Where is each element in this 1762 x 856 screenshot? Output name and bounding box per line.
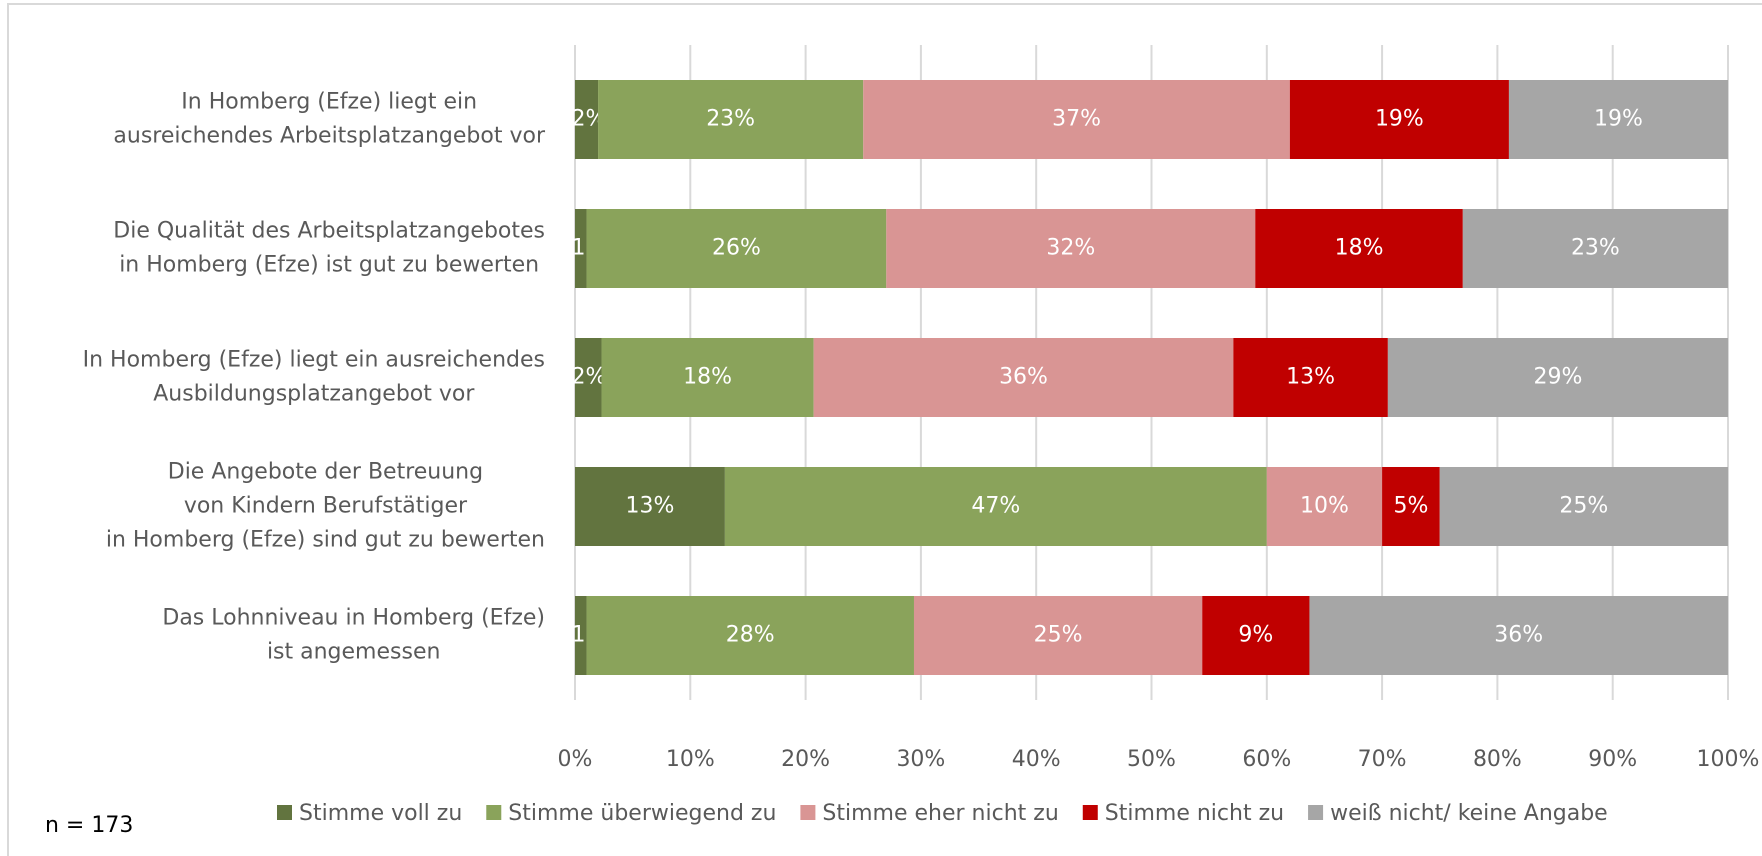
bar-segment: [575, 467, 725, 546]
bar-segment: [601, 338, 814, 417]
bar-segment: [1508, 80, 1728, 159]
bar-segment: [598, 80, 864, 159]
legend-label: weiß nicht/ keine Angabe: [1330, 801, 1608, 826]
data-label: 10%: [1300, 494, 1349, 519]
data-label: 18%: [1335, 236, 1384, 261]
data-label: 25%: [1559, 494, 1608, 519]
bar-segment: [886, 209, 1256, 288]
category-label-line: In Homberg (Efze) liegt ein: [181, 90, 477, 115]
bar-segment: [913, 596, 1203, 675]
data-label: 25%: [1034, 623, 1083, 648]
bar-segment: [1439, 467, 1728, 546]
category-label-line: In Homberg (Efze) liegt ein ausreichende…: [83, 348, 545, 373]
legend-label: Stimme überwiegend zu: [508, 801, 776, 826]
category-label-line: Ausbildungsplatzangebot vor: [153, 382, 475, 407]
bar-segment: [575, 596, 587, 675]
bar-segment: [1266, 467, 1383, 546]
legend-label: Stimme voll zu: [299, 801, 462, 826]
category-label-line: Das Lohnniveau in Homberg (Efze): [162, 606, 545, 631]
data-label: 23%: [706, 107, 755, 132]
x-tick-label: 20%: [781, 747, 830, 772]
category-label: Das Lohnniveau in Homberg (Efze) ist ange…: [162, 606, 545, 665]
legend-swatch: [800, 805, 816, 820]
x-tick-label: 100%: [1697, 747, 1760, 772]
data-label: 18%: [683, 365, 732, 390]
bar-segment: [1289, 80, 1509, 159]
bar-segment: [575, 338, 602, 417]
category-label: In Homberg (Efze) liegt ein ausreichende…: [83, 348, 545, 407]
data-label: 26%: [712, 236, 761, 261]
data-label: 9%: [1238, 623, 1273, 648]
data-label: 28%: [726, 623, 775, 648]
legend-swatch: [277, 805, 292, 820]
category-label-line: von Kindern Berufstätiger: [184, 494, 468, 519]
bar-segment: [863, 80, 1290, 159]
data-label: 47%: [971, 494, 1020, 519]
data-label: 36%: [1494, 623, 1543, 648]
sample-size: n = 173: [45, 813, 133, 838]
data-label: 5%: [1393, 494, 1428, 519]
data-label: 13%: [625, 494, 674, 519]
data-label: 29%: [1533, 365, 1582, 390]
bar-segment: [1382, 467, 1440, 546]
bar-segment: [1387, 338, 1728, 417]
category-label: In Homberg (Efze) liegt ein ausreichendes…: [113, 90, 546, 149]
x-tick-label: 50%: [1127, 747, 1176, 772]
legend-swatch: [1308, 805, 1324, 820]
x-tick-label: 70%: [1358, 747, 1407, 772]
data-label: 19%: [1594, 107, 1643, 132]
x-tick-label: 60%: [1242, 747, 1291, 772]
x-tick-label: 30%: [896, 747, 945, 772]
x-tick-label: 90%: [1588, 747, 1637, 772]
data-label: 23%: [1571, 236, 1620, 261]
category-label-line: ausreichendes Arbeitsplatzangebot vor: [113, 124, 546, 149]
data-label: 36%: [999, 365, 1048, 390]
x-tick-label: 10%: [666, 747, 715, 772]
bar-segment: [586, 596, 914, 675]
category-label: Die Qualität des Arbeitsplatzangebotes in…: [113, 219, 545, 278]
category-label-line: Die Qualität des Arbeitsplatzangebotes: [113, 219, 545, 244]
x-tick-label: 0%: [558, 747, 593, 772]
bar-segment: [575, 80, 599, 159]
data-label: 13%: [1286, 365, 1335, 390]
category-label-line: in Homberg (Efze) sind gut zu bewerten: [106, 528, 545, 553]
data-label: 2%: [572, 365, 607, 390]
legend-swatch: [486, 805, 502, 820]
legend-swatch: [1082, 805, 1098, 820]
category-label-line: ist angemessen: [267, 640, 441, 665]
frame: [7, 3, 1762, 856]
bar-segment: [586, 209, 887, 288]
data-label: 32%: [1046, 236, 1095, 261]
bar-segment: [1202, 596, 1310, 675]
legend-label: Stimme eher nicht zu: [822, 801, 1058, 826]
data-label: 37%: [1052, 107, 1101, 132]
bar-segment: [813, 338, 1234, 417]
category-label: Die Angebote der Betreuung von Kindern Be…: [106, 460, 545, 553]
bar-segment: [724, 467, 1267, 546]
bar-segment: [1255, 209, 1463, 288]
data-label: 19%: [1375, 107, 1424, 132]
x-tick-label: 40%: [1012, 747, 1061, 772]
legend-label: Stimme nicht zu: [1105, 801, 1284, 826]
x-tick-label: 80%: [1473, 747, 1522, 772]
bar-segment: [1309, 596, 1728, 675]
category-label-line: Die Angebote der Betreuung: [168, 460, 483, 485]
category-label-line: in Homberg (Efze) ist gut zu bewerten: [119, 253, 539, 278]
bar-segment: [1462, 209, 1728, 288]
bar-segment: [1233, 338, 1388, 417]
bar-segment: [575, 209, 587, 288]
